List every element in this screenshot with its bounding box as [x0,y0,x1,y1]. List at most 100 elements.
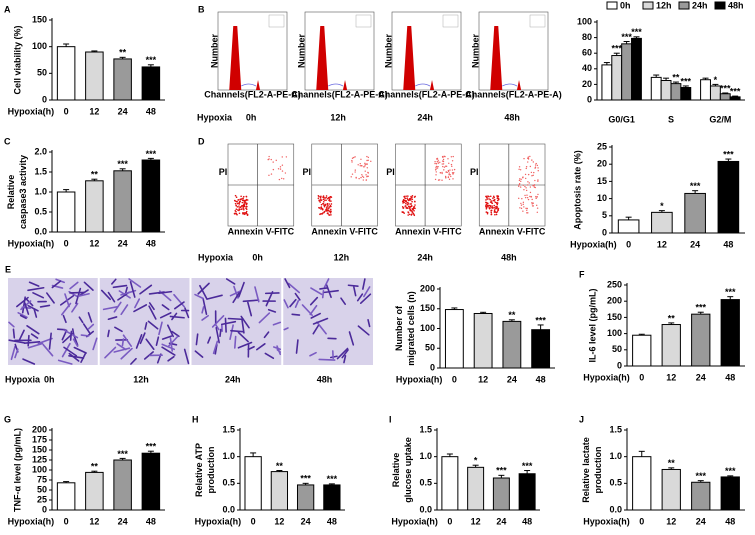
event-dot [452,173,454,175]
event-dot [443,166,446,168]
y-tick-label: 0.5 [34,206,47,216]
y-tick-label: 100 [420,323,435,333]
event-dot [533,171,535,174]
cell-stain [197,282,210,295]
cell-stain [264,352,275,360]
event-dot [354,169,356,171]
event-dot [407,205,410,208]
event-dot [521,198,523,200]
event-dot [246,214,249,217]
event-dot [435,166,437,168]
label-line: Relative [391,453,401,488]
event-dot [531,175,533,177]
event-dot [529,186,532,188]
bar [631,37,642,101]
y-tick-label: 60 [582,48,592,58]
x-tick-label: 0 [251,516,256,526]
event-dot [242,195,245,198]
event-dot [522,176,524,178]
bar [621,43,633,101]
significance-label: ** [508,310,516,320]
event-dot [242,197,244,200]
event-dot [523,189,525,191]
event-dot [351,161,353,163]
legend-swatch [678,1,690,10]
event-dot [330,195,332,198]
bar [270,471,289,511]
cell-stain [212,340,219,355]
bar [444,309,464,369]
event-dot [318,195,320,198]
significance-label: *** [117,449,128,459]
significance-label: * [474,456,478,466]
significance-label: ** [668,458,676,468]
significance-label: *** [631,27,642,37]
cell-stain [57,359,73,365]
event-dot [407,195,409,197]
label-line: Relative lactate [581,437,591,503]
event-dot [488,198,490,200]
event-dot [491,205,493,207]
event-dot [282,178,285,180]
event-dot [451,172,454,174]
event-dot [281,156,283,158]
event-dot [534,166,537,168]
panel-letter: G [4,414,11,424]
event-dot [245,205,248,208]
bar [467,466,485,511]
cell-stain [201,306,205,314]
event-dot [525,207,527,210]
event-dot [243,204,246,207]
condition-time-label: 48h [317,374,333,384]
event-dot [495,213,498,216]
event-dot [410,203,413,205]
event-dot [360,176,362,179]
cell-stain [78,292,90,297]
cell-stain [147,320,159,330]
bar [531,329,551,369]
x-tick-label: 24 [118,238,128,248]
cell-stain [71,302,79,313]
y-tick-label: 100 [32,41,47,51]
event-dot [532,161,535,163]
event-dot [437,160,440,162]
cell-stain [321,290,325,299]
event-dot [527,158,530,160]
event-dot [530,196,532,198]
cell-stain [224,317,227,333]
bar [651,211,673,234]
significance-label: ** [668,313,676,323]
event-dot [272,161,274,163]
x-axis-label: Annexin V-FITC [479,226,546,236]
event-dot [520,178,522,180]
bar [56,46,76,101]
event-dot [496,197,499,200]
event-dot [519,207,521,209]
event-dot [236,202,239,205]
cell-stain [227,317,245,321]
y-axis-label: Number [296,34,306,69]
condition-label: Hypoxia [198,252,234,262]
event-dot [279,166,282,168]
cell-stain [39,304,51,308]
significance-label: *** [496,466,507,476]
event-dot [317,197,320,200]
y-tick-label: 200 [607,296,622,306]
cell-stain [113,347,131,353]
y-axis-label: Cell viability (%) [12,25,22,94]
event-dot [520,202,522,205]
cell-stain [83,281,94,291]
event-dot [364,170,366,172]
event-dot [526,212,528,214]
event-dot [441,160,444,162]
event-dot [409,209,412,211]
panel-letter: I [389,414,392,424]
event-dot [404,205,407,207]
x-axis-label: Hypoxia(h) [583,516,630,526]
event-dot [325,207,328,209]
cell-stain [100,289,112,301]
cell-stain [27,286,45,292]
event-dot [531,202,533,204]
event-dot [238,205,240,207]
event-dot [414,207,416,210]
